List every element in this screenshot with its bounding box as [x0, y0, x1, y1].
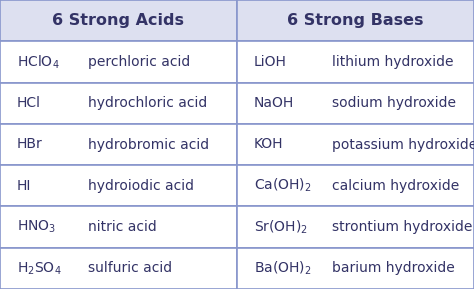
- Text: hydrobromic acid: hydrobromic acid: [88, 138, 209, 151]
- Text: sodium hydroxide: sodium hydroxide: [332, 96, 456, 110]
- Bar: [237, 206, 474, 248]
- Text: NaOH: NaOH: [254, 96, 294, 110]
- Text: hydrochloric acid: hydrochloric acid: [88, 96, 207, 110]
- Text: Ba(OH)$_2$: Ba(OH)$_2$: [254, 260, 311, 277]
- Bar: [0, 248, 237, 289]
- Text: HNO$_3$: HNO$_3$: [17, 219, 56, 235]
- Text: KOH: KOH: [254, 138, 283, 151]
- Bar: [0, 206, 237, 248]
- Bar: [237, 83, 474, 124]
- Text: LiOH: LiOH: [254, 55, 286, 69]
- Text: HBr: HBr: [17, 138, 42, 151]
- Text: barium hydroxide: barium hydroxide: [332, 261, 455, 275]
- Text: lithium hydroxide: lithium hydroxide: [332, 55, 453, 69]
- Bar: [0, 41, 237, 83]
- Text: sulfuric acid: sulfuric acid: [88, 261, 172, 275]
- Text: Ca(OH)$_2$: Ca(OH)$_2$: [254, 177, 311, 194]
- Text: HCl: HCl: [17, 96, 41, 110]
- Text: calcium hydroxide: calcium hydroxide: [332, 179, 459, 193]
- Text: Sr(OH)$_2$: Sr(OH)$_2$: [254, 218, 308, 236]
- Bar: [0, 83, 237, 124]
- Bar: [0, 124, 237, 165]
- Text: 6 Strong Acids: 6 Strong Acids: [53, 13, 184, 28]
- Text: HClO$_4$: HClO$_4$: [17, 53, 59, 71]
- Bar: [237, 124, 474, 165]
- Bar: [0, 165, 237, 206]
- Text: H$_2$SO$_4$: H$_2$SO$_4$: [17, 260, 61, 277]
- Text: strontium hydroxide: strontium hydroxide: [332, 220, 472, 234]
- Bar: [0, 0, 237, 41]
- Text: HI: HI: [17, 179, 31, 193]
- Bar: [237, 248, 474, 289]
- Text: perchloric acid: perchloric acid: [88, 55, 190, 69]
- Bar: [237, 165, 474, 206]
- Bar: [237, 0, 474, 41]
- Text: 6 Strong Bases: 6 Strong Bases: [287, 13, 424, 28]
- Text: hydroiodic acid: hydroiodic acid: [88, 179, 194, 193]
- Text: potassium hydroxide: potassium hydroxide: [332, 138, 474, 151]
- Text: nitric acid: nitric acid: [88, 220, 156, 234]
- Bar: [237, 41, 474, 83]
